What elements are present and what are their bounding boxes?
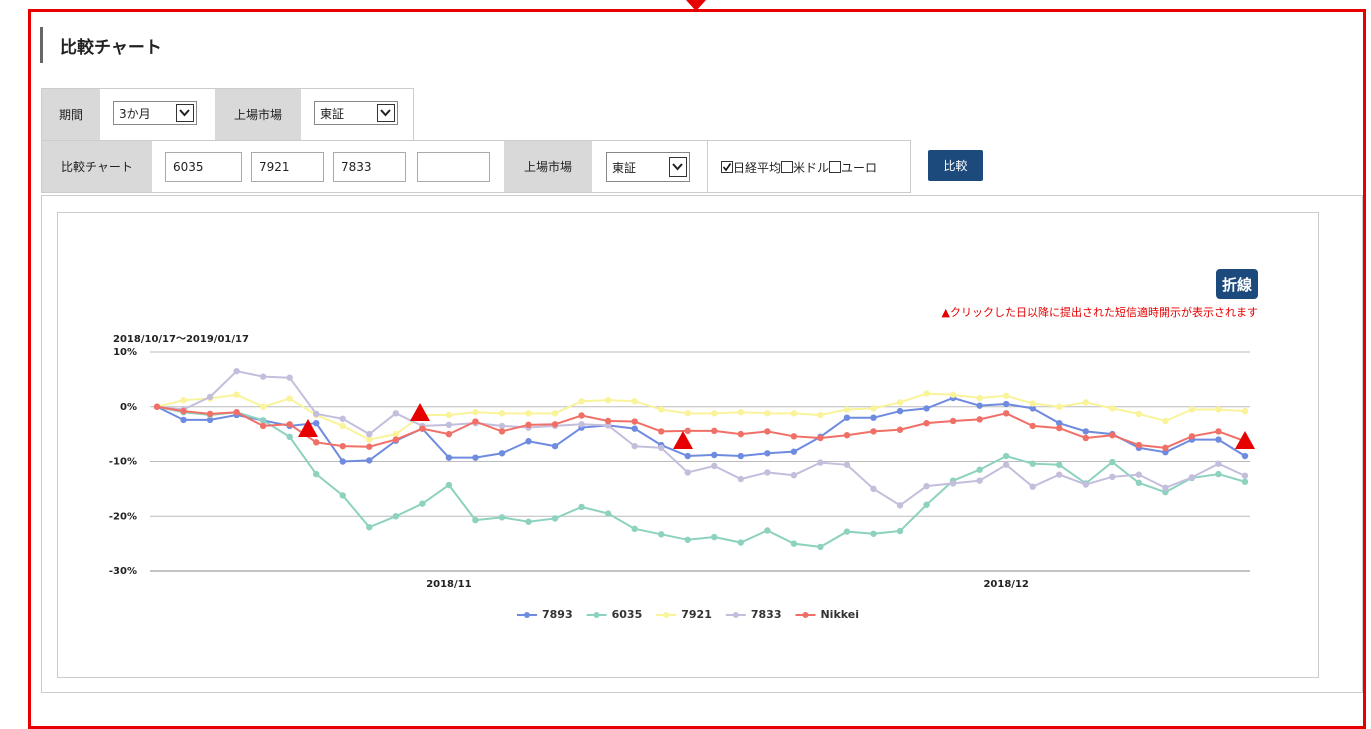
checkbox[interactable] <box>829 161 842 173</box>
field-label: 比較チャート <box>42 141 152 192</box>
period-select[interactable]: 3か月 <box>113 101 197 125</box>
checkbox-group: 日経平均 米ドル ユーロ <box>721 159 877 176</box>
checkbox-label: 日経平均 <box>733 161 782 175</box>
heading-bar <box>40 27 43 63</box>
select-value: 東証 <box>320 106 345 121</box>
chart-type-toggle[interactable]: 折線 <box>1216 269 1258 299</box>
dropdown-arrow <box>669 157 687 177</box>
form-row <box>41 140 911 193</box>
dropdown-arrow <box>377 104 395 122</box>
compare-button[interactable]: 比較 <box>928 150 983 181</box>
divider <box>707 141 708 192</box>
page-title: 比較チャート <box>60 38 162 58</box>
select-value: 3か月 <box>119 106 151 121</box>
chart-panel <box>41 195 1363 693</box>
code-input[interactable]: 6035 <box>165 152 242 182</box>
code-input[interactable]: 7833 <box>333 152 406 182</box>
dropdown-arrow <box>176 104 194 122</box>
field-label: 上場市場 <box>504 141 592 192</box>
code-input[interactable] <box>417 152 490 182</box>
field-label: 期間 <box>42 89 100 140</box>
compare-market-select[interactable]: 東証 <box>606 152 690 182</box>
checkbox[interactable] <box>721 161 733 173</box>
market-select[interactable]: 東証 <box>314 101 398 125</box>
frame-pointer <box>686 0 706 11</box>
page: {"header":{"title":"比較チャート"}, "form":{"p… <box>28 0 1366 729</box>
checkbox-label: 米ドル <box>793 161 830 175</box>
checkbox-label: ユーロ <box>841 161 878 175</box>
select-value: 東証 <box>612 160 637 175</box>
chart-box <box>57 212 1319 678</box>
code-input[interactable]: 7921 <box>251 152 324 182</box>
checkbox[interactable] <box>781 161 794 173</box>
field-label: 上場市場 <box>215 89 301 140</box>
